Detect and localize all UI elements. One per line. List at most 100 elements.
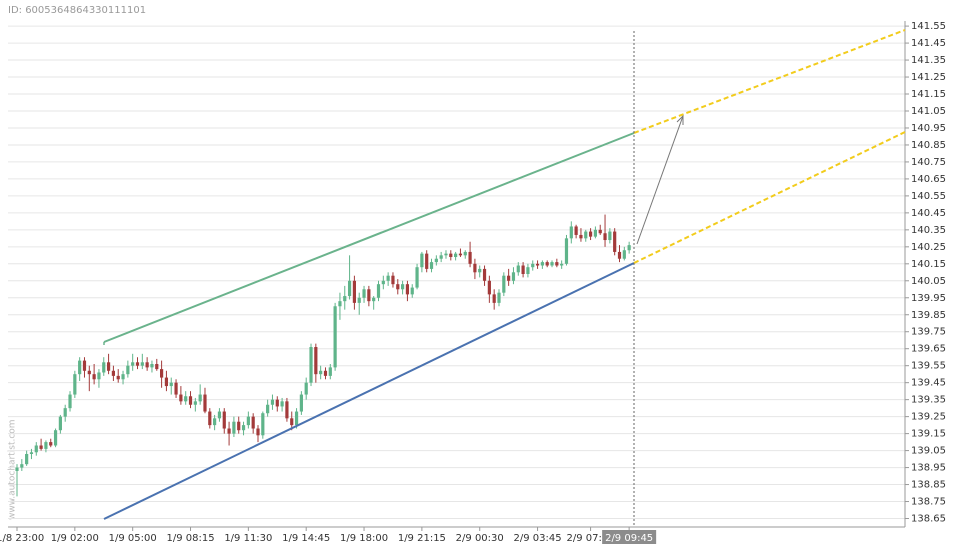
candle-body xyxy=(68,394,72,409)
candle-body xyxy=(155,363,159,370)
candle-body xyxy=(511,272,516,281)
candle-body xyxy=(126,365,130,375)
candle-body xyxy=(270,399,275,405)
candle-body xyxy=(507,275,511,281)
candle-body xyxy=(106,362,111,371)
candle-body xyxy=(372,297,376,302)
candle-body xyxy=(111,370,115,376)
y-tick-label: 141.45 xyxy=(911,38,946,49)
candle-body xyxy=(526,267,530,274)
candle-body xyxy=(251,416,255,429)
y-tick-label: 138.95 xyxy=(911,463,946,474)
y-tick-label: 140.95 xyxy=(911,123,946,134)
candle-body xyxy=(213,418,217,426)
x-tick-label: 1/9 14:45 xyxy=(282,533,330,544)
candle-body xyxy=(266,404,270,414)
candle-body xyxy=(463,251,467,256)
candle-body xyxy=(487,280,491,295)
candle-body xyxy=(540,262,544,266)
candle-body xyxy=(25,453,29,465)
y-tick-label: 140.85 xyxy=(911,140,946,151)
candle-body xyxy=(516,265,520,273)
candle-body xyxy=(420,253,424,268)
candle-body xyxy=(622,250,626,259)
x-tick-label: 2/9 09:45 xyxy=(605,533,653,544)
candle-body xyxy=(564,238,569,264)
candle-body xyxy=(208,411,212,426)
y-tick-label: 139.15 xyxy=(911,429,946,440)
candle-body xyxy=(179,394,183,402)
candle-body xyxy=(184,396,188,402)
candle-body xyxy=(169,382,173,387)
candle-body xyxy=(256,428,260,436)
candle-body xyxy=(613,231,617,252)
candle-body xyxy=(58,416,62,431)
candle-body xyxy=(232,421,236,434)
x-tick-label: 31/8 23:00 xyxy=(0,533,44,544)
x-tick-label: 1/9 18:00 xyxy=(340,533,388,544)
chart-id: ID: 6005364864330111101 xyxy=(8,5,146,16)
y-tick-label: 139.05 xyxy=(911,446,946,457)
y-tick-label: 140.75 xyxy=(911,157,946,168)
candle-body xyxy=(347,280,352,297)
y-tick-label: 141.05 xyxy=(911,106,946,117)
candle-body xyxy=(131,362,135,366)
support-projection xyxy=(633,131,906,264)
candle-body xyxy=(140,362,144,366)
y-tick-label: 140.65 xyxy=(911,174,946,185)
candle-body xyxy=(73,374,77,395)
candle-body xyxy=(164,377,169,387)
candle-body xyxy=(188,396,193,405)
y-tick-label: 139.25 xyxy=(911,412,946,423)
candle-body xyxy=(482,268,487,281)
candle-body xyxy=(294,411,299,426)
y-tick-label: 140.25 xyxy=(911,242,946,253)
candle-body xyxy=(434,258,438,263)
candle-body xyxy=(444,253,448,256)
candle-body xyxy=(97,372,101,380)
candle-body xyxy=(550,262,554,266)
grid: 138.65 138.75 138.85 138.95 139.05 139.15 139.… xyxy=(8,21,946,525)
x-tick-label: 1/9 08:15 xyxy=(166,533,214,544)
candle-body xyxy=(603,233,607,241)
candle-body xyxy=(246,416,250,426)
candle-body xyxy=(468,251,472,264)
candle-body xyxy=(381,280,385,285)
resistance-line xyxy=(103,132,635,343)
candle-body xyxy=(560,263,564,266)
candle-body xyxy=(203,394,207,412)
support-line xyxy=(103,262,635,520)
candle-body xyxy=(217,411,222,419)
candle-body xyxy=(588,231,593,237)
candle-body xyxy=(492,294,496,303)
candle-body xyxy=(135,362,140,366)
candle-body xyxy=(160,369,164,378)
x-tick-label: 2/9 07:00 xyxy=(567,533,615,544)
candle-body xyxy=(328,367,332,376)
candle-body xyxy=(299,394,303,412)
candle-body xyxy=(338,301,342,307)
candle-body xyxy=(63,408,67,417)
candle-body xyxy=(535,263,540,266)
candle-body xyxy=(116,375,120,380)
x-tick-label: 2/9 00:30 xyxy=(456,533,504,544)
candle-body xyxy=(569,226,573,239)
candle-body xyxy=(280,401,284,407)
candle-body xyxy=(352,280,356,303)
candle-body xyxy=(78,360,82,375)
resistance-projection xyxy=(633,29,906,134)
candle-body xyxy=(362,289,366,298)
candle-body xyxy=(29,452,34,454)
y-tick-label: 138.75 xyxy=(911,497,946,508)
candle-body xyxy=(87,370,91,375)
y-tick-label: 139.65 xyxy=(911,344,946,355)
y-tick-label: 140.15 xyxy=(911,259,946,270)
candle-body xyxy=(458,253,463,256)
candle-body xyxy=(439,255,443,259)
candle-body xyxy=(102,362,106,373)
candle-body xyxy=(449,253,453,258)
candle-body xyxy=(145,362,149,368)
candle-body xyxy=(82,360,87,371)
candle-body xyxy=(20,464,24,468)
